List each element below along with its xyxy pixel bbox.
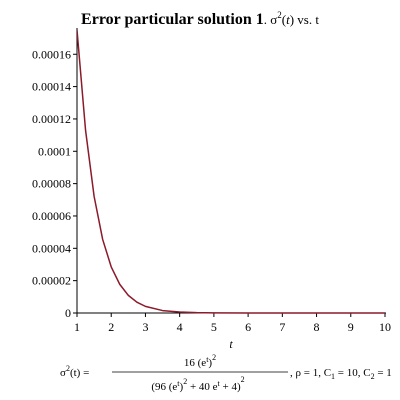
- caption-part: 2: [212, 353, 216, 362]
- caption-part: ): [208, 357, 212, 369]
- y-tick-label: 0.00002: [32, 274, 71, 288]
- x-tick-label: 1: [74, 320, 80, 334]
- x-tick-label: 2: [108, 320, 114, 334]
- caption-denominator: (96 (et)2 + 40 et + 4)2: [151, 375, 244, 393]
- x-tick-label: 3: [142, 320, 148, 334]
- caption-part: + 4): [220, 381, 241, 393]
- caption-part: σ: [60, 367, 66, 379]
- caption-part: , ρ = 1, C: [290, 367, 331, 379]
- y-tick-label: 0: [65, 306, 71, 320]
- caption-part: t: [206, 355, 209, 364]
- x-tick-label: 5: [211, 320, 217, 334]
- y-tick-label: 0.00014: [32, 80, 71, 94]
- title-part: ) vs. t: [290, 12, 320, 27]
- x-tick-label: 10: [379, 320, 391, 334]
- caption-part: ): [180, 381, 184, 393]
- x-tick-label: 7: [279, 320, 285, 334]
- caption-part: = 1: [375, 367, 392, 379]
- caption-part: t: [218, 379, 221, 388]
- y-tick-label: 0.00012: [32, 112, 71, 126]
- caption-lhs: σ2(t) =: [60, 364, 89, 379]
- caption-params: , ρ = 1, C1 = 10, C2 = 1: [290, 367, 392, 381]
- y-tick-label: 0.0001: [38, 144, 71, 158]
- caption-part: 2: [183, 377, 187, 386]
- title-part: t: [286, 12, 290, 27]
- curve: [77, 29, 385, 314]
- x-tick-label: 6: [245, 320, 251, 334]
- caption-part: (96 (e: [151, 381, 177, 393]
- caption-part: 2: [371, 372, 375, 381]
- caption-numerator: 16 (et)2: [184, 353, 216, 369]
- chart-title: Error particular solution 1. σ2(t) vs. t: [81, 10, 319, 28]
- caption-part: t: [177, 379, 180, 388]
- x-tick-label: 8: [314, 320, 320, 334]
- y-tick-label: 0.00004: [32, 241, 71, 255]
- x-axis-label: t: [229, 337, 233, 351]
- y-tick-label: 0.00016: [32, 47, 71, 61]
- caption: σ2(t) = 16 (et)2 (96 (et)2 + 40 et + 4)2…: [60, 353, 392, 393]
- caption-part: 2: [66, 364, 70, 373]
- title-part: 2: [277, 10, 282, 20]
- title-part: . σ: [264, 12, 278, 27]
- caption-part: 1: [331, 372, 335, 381]
- caption-part: (t) =: [70, 367, 89, 379]
- caption-part: 16 (e: [184, 357, 206, 369]
- caption-part: = 10, C: [335, 367, 371, 379]
- title-part: (: [282, 12, 286, 27]
- x-tick-label: 4: [177, 320, 183, 334]
- y-tick-label: 0.00008: [32, 177, 71, 191]
- x-tick-label: 9: [348, 320, 354, 334]
- title-part: Error particular solution 1: [81, 11, 264, 28]
- caption-part: + 40 e: [187, 381, 217, 393]
- y-tick-label: 0.00006: [32, 209, 71, 223]
- caption-part: 2: [241, 375, 245, 384]
